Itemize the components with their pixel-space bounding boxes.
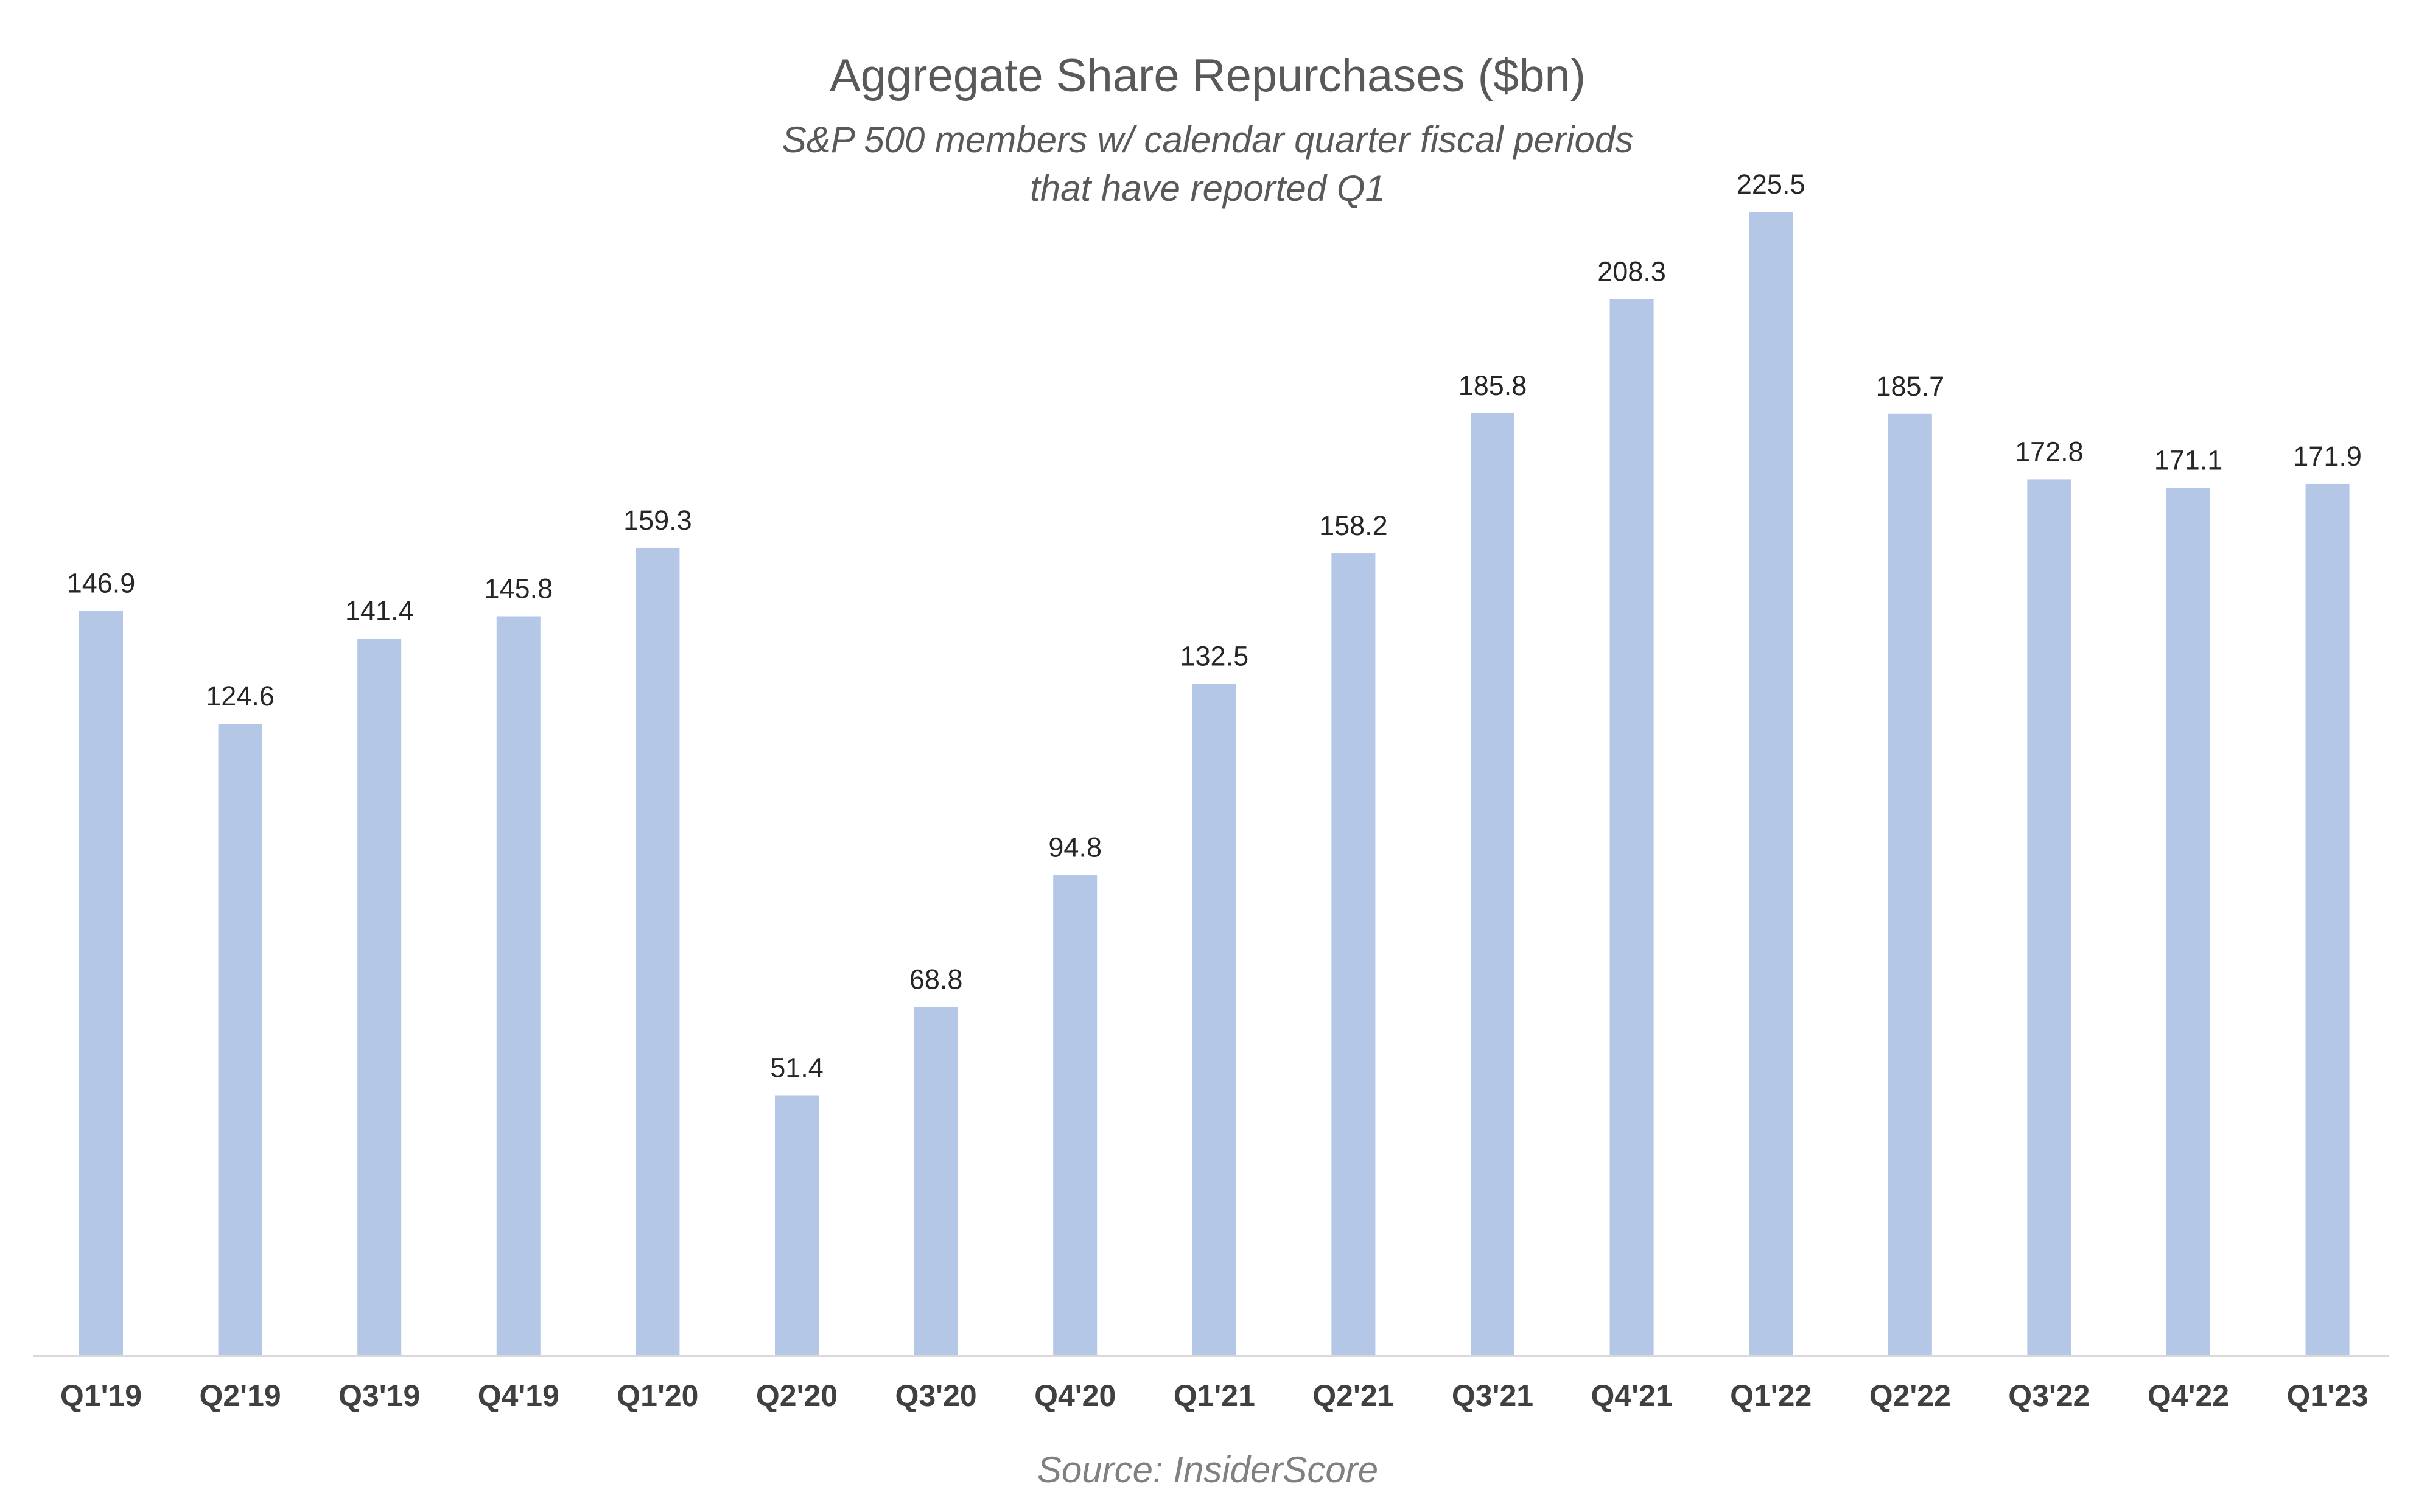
x-tick-label: Q3'21 [1452, 1379, 1533, 1413]
data-label: 124.6 [206, 681, 275, 712]
bar-q4-19 [496, 616, 541, 1356]
bar-q1-21 [1192, 684, 1236, 1356]
x-tick-label: Q3'19 [338, 1379, 420, 1413]
bars-group [79, 212, 2350, 1356]
x-tick-label: Q4'22 [2148, 1379, 2229, 1413]
chart-subtitle-line-1: S&P 500 members w/ calendar quarter fisc… [782, 119, 1633, 160]
x-tick-label: Q2'19 [199, 1379, 281, 1413]
bar-q3-21 [1471, 413, 1514, 1356]
x-tick-label: Q1'21 [1174, 1379, 1255, 1413]
data-label: 185.7 [1875, 371, 1944, 402]
x-tick-label: Q1'22 [1730, 1379, 1812, 1413]
bar-q1-20 [636, 547, 680, 1356]
x-tick-label: Q2'21 [1312, 1379, 1394, 1413]
x-tick-label: Q1'20 [617, 1379, 698, 1413]
x-tick-label: Q4'19 [478, 1379, 559, 1413]
bar-q2-22 [1888, 413, 1932, 1356]
data-label: 172.8 [2015, 436, 2084, 467]
data-label: 141.4 [345, 595, 414, 626]
bar-q3-22 [2027, 479, 2071, 1356]
data-label: 146.9 [67, 567, 136, 598]
bar-q4-22 [2166, 488, 2210, 1356]
data-label: 68.8 [909, 964, 963, 995]
chart-title: Aggregate Share Repurchases ($bn) [830, 50, 1586, 102]
data-label: 171.9 [2293, 441, 2362, 472]
source-note: Source: InsiderScore [1037, 1449, 1378, 1490]
x-tick-label: Q2'20 [756, 1379, 838, 1413]
x-tick-label: Q4'20 [1034, 1379, 1116, 1413]
chart-subtitle-line-2: that have reported Q1 [1030, 168, 1385, 209]
x-tick-label: Q3'22 [2008, 1379, 2090, 1413]
data-label: 171.1 [2154, 445, 2223, 476]
data-label: 94.8 [1048, 832, 1102, 863]
data-label: 145.8 [484, 573, 553, 604]
bar-q3-20 [914, 1007, 958, 1356]
bar-q1-23 [2305, 483, 2350, 1356]
x-tick-label: Q3'20 [895, 1379, 976, 1413]
x-tick-label: Q1'23 [2286, 1379, 2368, 1413]
bar-q4-20 [1053, 875, 1098, 1356]
data-label: 158.2 [1319, 510, 1388, 541]
data-label: 51.4 [770, 1052, 824, 1083]
bar-q1-22 [1749, 212, 1793, 1356]
x-tick-label: Q1'19 [60, 1379, 142, 1413]
data-label: 208.3 [1597, 256, 1666, 287]
value-labels-group: 146.9 124.6 141.4 145.8 159.3 51.4 68.8 94.8 132… [67, 169, 2362, 1083]
x-tick-label: Q4'21 [1591, 1379, 1672, 1413]
data-label: 225.5 [1737, 169, 1805, 200]
data-label: 185.8 [1458, 370, 1527, 401]
bar-q4-21 [1609, 299, 1654, 1356]
data-label: 159.3 [623, 505, 692, 536]
x-tick-label: Q2'22 [1869, 1379, 1951, 1413]
data-label: 132.5 [1180, 640, 1248, 671]
bar-q1-19 [79, 611, 123, 1356]
bar-q2-21 [1331, 553, 1376, 1356]
bar-q2-20 [775, 1095, 819, 1356]
bar-q3-19 [357, 639, 402, 1356]
bar-q2-19 [218, 724, 262, 1356]
x-axis-tick-labels: Q1'19 Q2'19 Q3'19 Q4'19 Q1'20 Q2'20 Q3'20 Q4'20… [60, 1379, 2369, 1413]
